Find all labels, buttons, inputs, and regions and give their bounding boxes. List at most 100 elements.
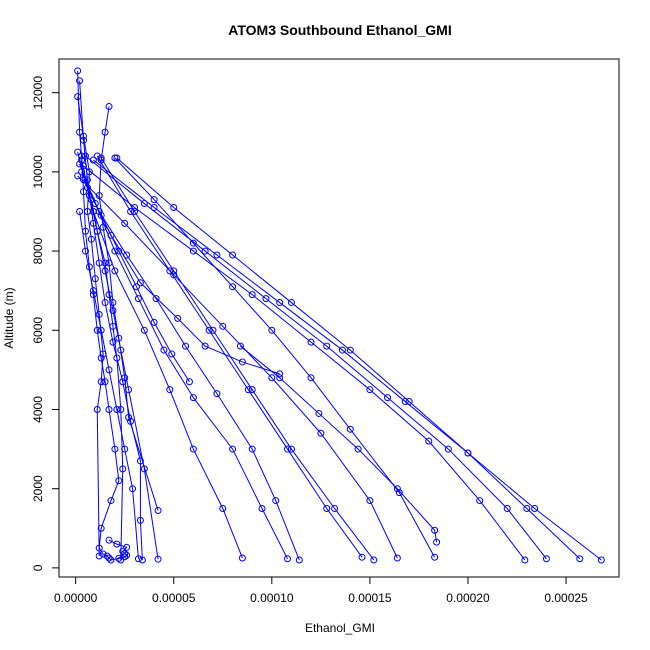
series-line: [77, 96, 104, 557]
data-point: [209, 326, 217, 334]
series-line: [114, 157, 436, 558]
plot-area: [74, 67, 605, 564]
data-point: [154, 506, 162, 514]
data-point: [113, 405, 121, 413]
series-7: [93, 152, 366, 561]
data-point: [80, 188, 88, 196]
data-point: [105, 405, 113, 413]
data-point: [170, 204, 178, 212]
data-point: [97, 211, 105, 219]
data-point: [132, 283, 140, 291]
data-point: [401, 398, 409, 406]
data-point: [97, 154, 105, 162]
data-point: [119, 465, 127, 473]
data-point: [93, 227, 101, 235]
series-6: [78, 168, 303, 564]
data-point: [131, 204, 139, 212]
data-point: [111, 267, 119, 275]
data-point: [366, 497, 374, 505]
data-point: [323, 342, 331, 350]
data-point: [74, 172, 82, 180]
data-point: [272, 497, 280, 505]
data-point: [244, 386, 252, 394]
data-point: [431, 526, 439, 534]
series-line: [85, 155, 547, 560]
data-point: [248, 445, 256, 453]
data-point: [331, 504, 339, 512]
y-tick-label: 8000: [31, 237, 45, 264]
series-line: [96, 155, 363, 558]
data-point: [105, 103, 113, 111]
data-point: [95, 207, 103, 215]
data-point: [185, 378, 193, 386]
data-point: [107, 231, 115, 239]
data-point: [140, 465, 148, 473]
data-point: [444, 445, 452, 453]
data-point: [284, 555, 292, 563]
data-point: [370, 556, 378, 564]
data-point: [542, 555, 550, 563]
series-line: [100, 157, 375, 561]
y-tick-label: 10000: [31, 155, 45, 189]
data-point: [113, 154, 121, 162]
y-tick-label: 0: [31, 564, 45, 571]
data-point: [431, 553, 439, 561]
data-point: [523, 504, 531, 512]
data-point: [107, 556, 115, 564]
data-point: [287, 299, 295, 307]
data-point: [315, 409, 323, 417]
series-20: [80, 176, 193, 386]
data-point: [113, 540, 121, 548]
data-point: [87, 235, 95, 243]
data-point: [115, 477, 123, 485]
data-point: [354, 445, 362, 453]
data-point: [136, 279, 144, 287]
data-point: [150, 318, 158, 326]
data-point: [213, 251, 221, 259]
data-point: [89, 156, 97, 164]
data-point: [219, 322, 227, 330]
data-point: [248, 386, 256, 394]
data-point: [105, 366, 113, 374]
data-point: [95, 310, 103, 318]
data-point: [97, 354, 105, 362]
data-point: [393, 554, 401, 562]
data-point: [129, 485, 137, 493]
data-point: [134, 295, 142, 303]
data-point: [111, 247, 119, 255]
data-point: [166, 386, 174, 394]
data-point: [295, 556, 303, 564]
data-point: [189, 247, 197, 255]
data-point: [262, 295, 270, 303]
data-point: [97, 524, 105, 532]
data-point: [150, 196, 158, 204]
data-point: [201, 247, 209, 255]
series-line: [93, 159, 602, 561]
data-point: [307, 374, 315, 382]
data-point: [323, 504, 331, 512]
data-point: [95, 552, 103, 560]
data-point: [384, 394, 392, 402]
data-point: [205, 326, 213, 334]
data-point: [101, 299, 109, 307]
y-tick-label: 12000: [31, 76, 45, 110]
x-tick-label: 0.00005: [152, 591, 196, 605]
data-point: [238, 358, 246, 366]
series-line: [83, 179, 190, 383]
data-point: [160, 346, 168, 354]
data-point: [152, 295, 160, 303]
y-axis: 0 2000 4000 6000 8000 10000 12000: [31, 76, 59, 571]
data-point: [284, 445, 292, 453]
plot-frame: [58, 58, 620, 578]
data-point: [138, 556, 146, 564]
data-point: [81, 152, 89, 160]
data-point: [134, 555, 142, 563]
data-point: [531, 504, 539, 512]
data-point: [119, 378, 127, 386]
data-point: [317, 429, 325, 437]
chart-title: ATOM3 Southbound Ethanol_GMI: [228, 22, 451, 38]
data-point: [346, 346, 354, 354]
data-point: [268, 374, 276, 382]
data-point: [76, 77, 84, 85]
data-point: [425, 437, 433, 445]
